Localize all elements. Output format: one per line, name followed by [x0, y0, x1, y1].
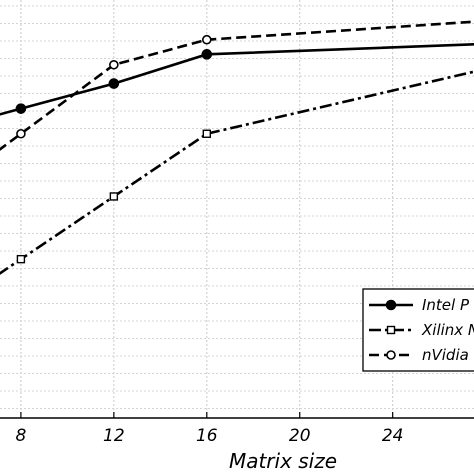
x-tick-label: 16	[196, 426, 218, 446]
series-line	[0, 20, 474, 151]
data-point	[201, 49, 213, 60]
x-tick-label: 8	[15, 426, 26, 446]
legend-marker	[386, 350, 396, 360]
data-point	[201, 34, 212, 45]
data-point	[15, 103, 27, 114]
grid	[0, 0, 474, 418]
series-line	[0, 70, 474, 275]
legend-item: nVidia	[369, 346, 469, 364]
x-axis-label: Matrix size	[229, 449, 337, 473]
legend: Intel P Xilinx N nVidia	[362, 288, 474, 372]
data-point	[16, 254, 26, 264]
data-point	[108, 78, 120, 89]
x-tick-label: 12	[103, 426, 125, 446]
series-group	[0, 20, 474, 151]
legend-item: Xilinx N	[369, 321, 474, 339]
legend-label: Xilinx N	[421, 321, 474, 339]
legend-label: nVidia	[422, 346, 469, 364]
x-ticks: 8 12 16 20 24	[15, 412, 403, 446]
legend-marker	[385, 299, 397, 311]
x-tick-label: 24	[382, 426, 404, 446]
data-point	[109, 192, 119, 201]
series-layer	[0, 20, 474, 275]
data-point	[202, 129, 211, 138]
legend-label: Intel P	[422, 296, 470, 314]
series-group	[0, 70, 474, 275]
legend-item: Intel P	[369, 296, 470, 314]
legend-box	[362, 288, 474, 372]
series-line	[0, 43, 474, 116]
data-point	[16, 128, 26, 139]
series-group	[0, 43, 474, 116]
data-point	[109, 59, 119, 70]
legend-marker	[386, 325, 396, 335]
x-tick-label: 20	[289, 426, 311, 446]
